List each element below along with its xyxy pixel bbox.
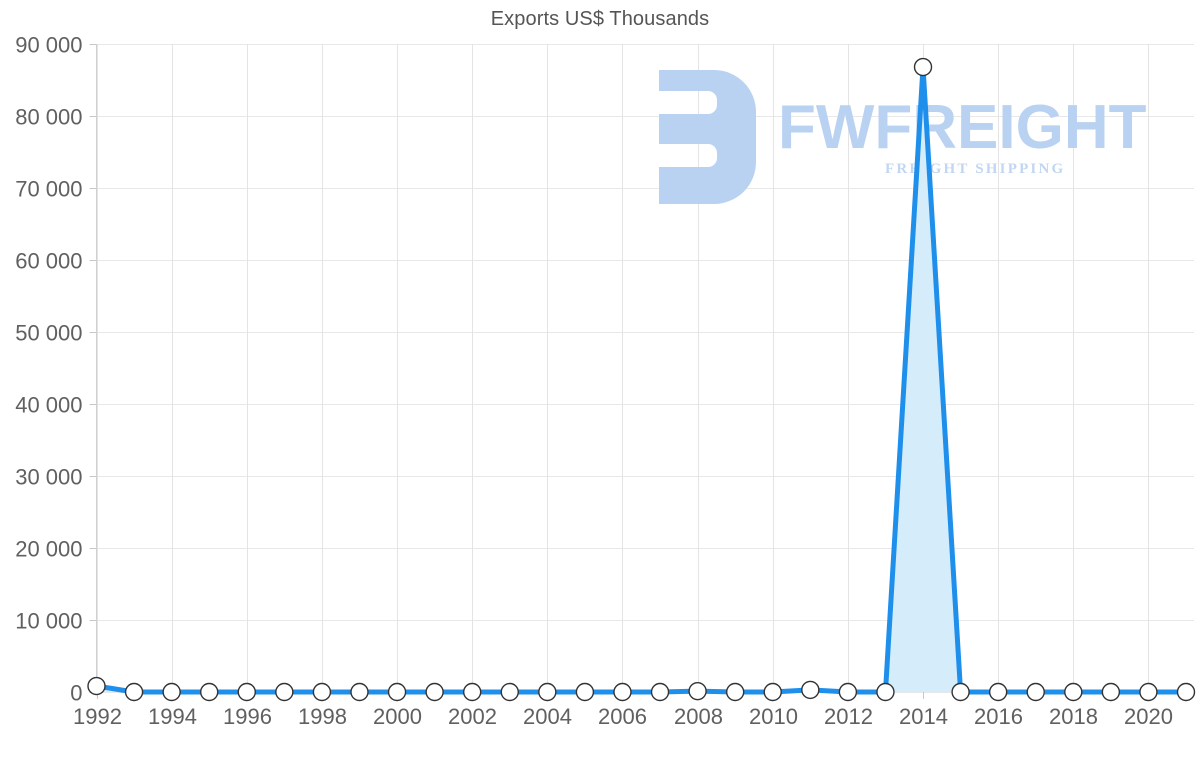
data-point-marker[interactable] <box>275 682 294 702</box>
y-axis-tick-label: 20 000 <box>15 537 82 562</box>
data-point-marker[interactable] <box>763 682 782 702</box>
x-axis-tick-label: 1998 <box>298 704 347 729</box>
data-point-marker[interactable] <box>838 682 858 702</box>
data-point-marker[interactable] <box>425 682 444 702</box>
data-point-marker[interactable] <box>1064 682 1083 702</box>
y-axis-tick-label: 10 000 <box>15 609 82 634</box>
x-axis-tick-label: 2004 <box>523 704 572 729</box>
x-axis-labels: 1992 1994 1996 1998 2000 2002 2004 2006 2008 2010… <box>73 704 1173 729</box>
y-axis-ticks <box>89 44 97 693</box>
data-point-marker[interactable] <box>312 682 332 702</box>
x-axis-tick-label: 1996 <box>223 704 272 729</box>
x-axis-tick-label: 2010 <box>749 704 798 729</box>
data-point-marker[interactable] <box>200 682 219 702</box>
y-axis-tick-label: 40 000 <box>15 393 82 418</box>
data-point-marker[interactable] <box>951 682 970 702</box>
x-axis-tick-label: 2014 <box>899 704 948 729</box>
y-axis-labels: 90 000 80 000 70 000 60 000 50 000 40 000 30 0… <box>15 33 82 706</box>
x-axis-tick-label: 2016 <box>974 704 1023 729</box>
x-axis-tick-label: 2020 <box>1124 704 1173 729</box>
data-point-marker[interactable] <box>87 676 106 696</box>
data-point-marker[interactable] <box>162 682 181 702</box>
data-point-marker[interactable] <box>462 682 482 702</box>
watermark: FWFREIGHT FREIGHT SHIPPING <box>659 70 1147 204</box>
x-axis-tick-label: 2008 <box>674 704 723 729</box>
data-point-marker[interactable] <box>988 682 1008 702</box>
data-point-markers[interactable] <box>87 57 1196 702</box>
y-axis-tick-label: 80 000 <box>15 105 82 130</box>
data-point-marker[interactable] <box>688 681 707 701</box>
chart-title: Exports US$ Thousands <box>490 8 710 30</box>
data-point-marker[interactable] <box>1026 682 1045 702</box>
x-axis-tick-label: 2002 <box>448 704 497 729</box>
watermark-brand-text: FWFREIGHT <box>778 93 1147 162</box>
data-point-marker[interactable] <box>387 682 407 702</box>
y-axis-tick-label: 0 <box>70 681 82 706</box>
data-point-marker[interactable] <box>913 57 933 77</box>
data-point-marker[interactable] <box>801 680 820 700</box>
y-axis-tick-label: 90 000 <box>15 33 82 58</box>
series-area-fill <box>96 67 1186 693</box>
data-point-marker[interactable] <box>876 682 895 702</box>
data-point-marker[interactable] <box>350 682 369 702</box>
data-point-marker[interactable] <box>1176 682 1196 702</box>
data-point-marker[interactable] <box>538 682 557 702</box>
data-point-marker[interactable] <box>650 682 670 702</box>
data-point-marker[interactable] <box>500 682 519 702</box>
y-axis-tick-label: 30 000 <box>15 465 82 490</box>
data-point-marker[interactable] <box>725 682 745 702</box>
x-axis-tick-label: 2012 <box>824 704 873 729</box>
data-point-marker[interactable] <box>237 682 256 702</box>
x-axis-tick-label: 2018 <box>1049 704 1098 729</box>
data-point-marker[interactable] <box>124 682 144 702</box>
y-axis-tick-label: 60 000 <box>15 249 82 274</box>
y-axis-tick-label: 70 000 <box>15 177 82 202</box>
watermark-tagline-text: FREIGHT SHIPPING <box>885 161 1065 177</box>
x-axis-tick-label: 2000 <box>373 704 422 729</box>
fwfreight-logo-mark <box>659 70 756 204</box>
data-point-marker[interactable] <box>1139 682 1158 702</box>
data-point-marker[interactable] <box>575 682 595 702</box>
x-axis-tick-label: 1994 <box>148 704 197 729</box>
x-axis-tick-label: 2006 <box>598 704 647 729</box>
data-point-marker[interactable] <box>1101 682 1121 702</box>
x-axis-tick-label: 1992 <box>73 704 122 729</box>
y-axis-tick-label: 50 000 <box>15 321 82 346</box>
data-point-marker[interactable] <box>613 682 632 702</box>
